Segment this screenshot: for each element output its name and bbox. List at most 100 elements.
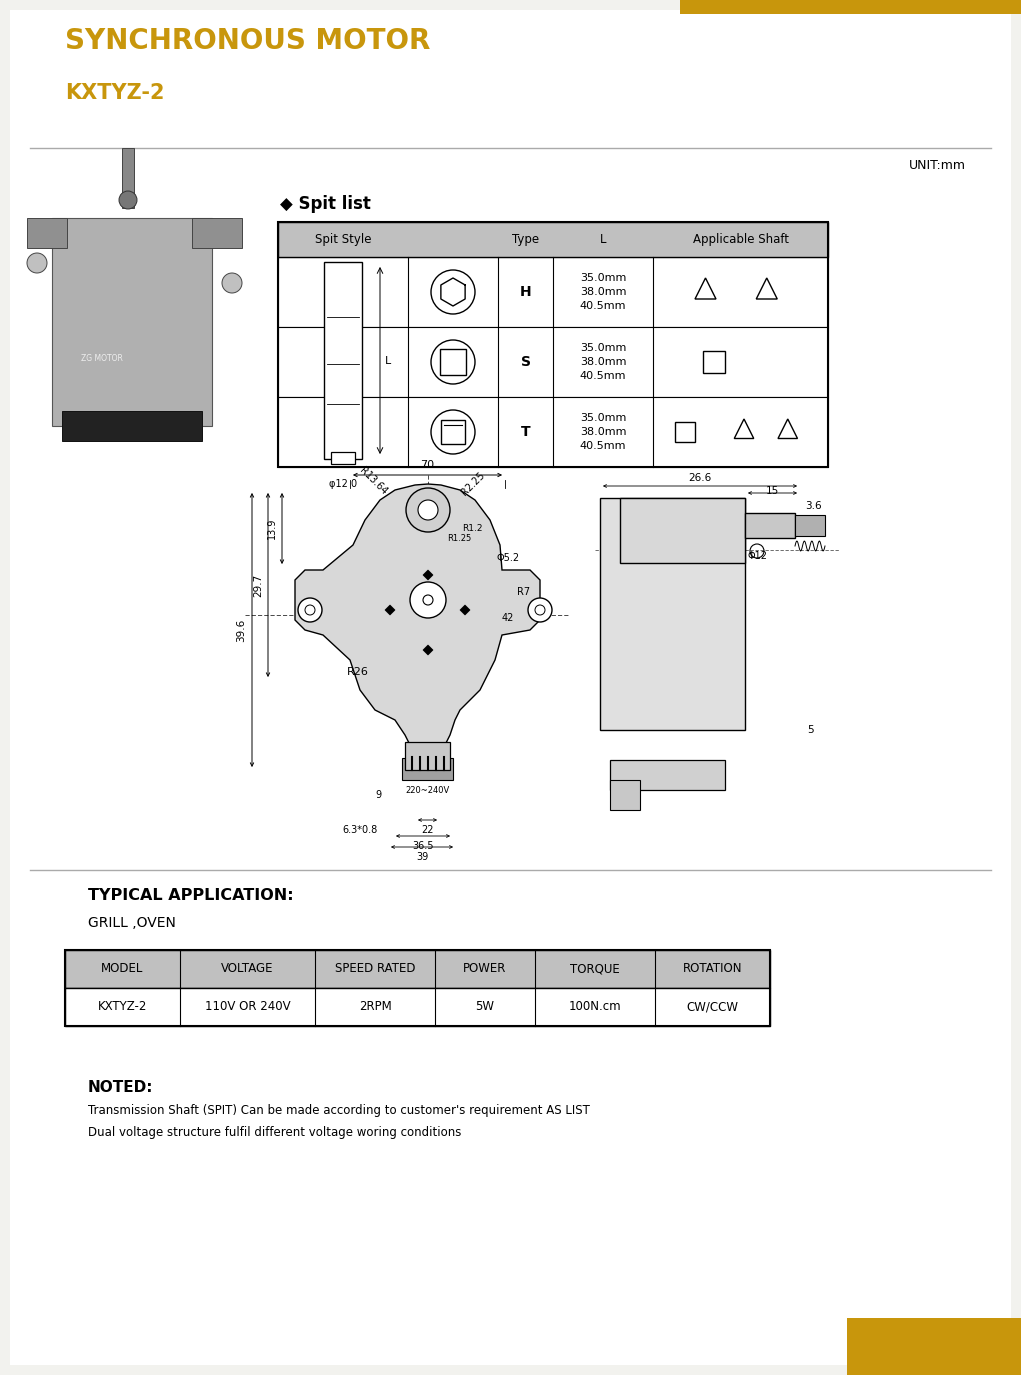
Text: UNIT:mm: UNIT:mm: [909, 160, 966, 172]
Text: Φ5.2: Φ5.2: [496, 553, 520, 562]
Text: 2RPM: 2RPM: [358, 1001, 391, 1013]
Text: MODEL: MODEL: [101, 962, 144, 975]
Text: Type: Type: [512, 232, 539, 246]
Text: 36.5: 36.5: [412, 842, 434, 851]
Text: Applicable Shaft: Applicable Shaft: [692, 232, 788, 246]
Text: KXTYZ-2: KXTYZ-2: [65, 82, 164, 103]
Circle shape: [27, 253, 47, 274]
Text: R1.2: R1.2: [461, 524, 483, 532]
Text: R1.25: R1.25: [447, 534, 472, 543]
Polygon shape: [385, 605, 395, 615]
Bar: [65, 950, 770, 1026]
Bar: [703, 351, 725, 373]
Text: 39.6: 39.6: [236, 619, 246, 642]
Text: L: L: [385, 356, 391, 366]
Circle shape: [406, 488, 450, 532]
Bar: [62, 411, 202, 441]
Bar: [620, 498, 745, 562]
Text: TORQUE: TORQUE: [570, 962, 620, 975]
Polygon shape: [460, 605, 470, 615]
Bar: [402, 758, 453, 780]
Polygon shape: [423, 645, 433, 654]
Text: R13.64: R13.64: [357, 466, 389, 496]
Bar: [610, 760, 725, 791]
Text: Spit Style: Spit Style: [314, 232, 372, 246]
Text: φ12 0: φ12 0: [329, 478, 357, 489]
Text: L: L: [599, 232, 606, 246]
Bar: [278, 397, 828, 468]
Bar: [324, 263, 362, 459]
Text: VOLTAGE: VOLTAGE: [222, 962, 274, 975]
Circle shape: [298, 598, 322, 622]
Bar: [610, 780, 640, 810]
Text: 22: 22: [421, 825, 433, 835]
Text: 6.3*0.8: 6.3*0.8: [342, 825, 378, 835]
Text: SYNCHRONOUS MOTOR: SYNCHRONOUS MOTOR: [65, 28, 431, 55]
Text: S: S: [521, 355, 531, 368]
Text: SPECIFICATION: SPECIFICATION: [110, 950, 262, 968]
Text: 5W: 5W: [476, 1001, 494, 1013]
Bar: [27, 219, 67, 248]
Text: ◆ Spit list: ◆ Spit list: [280, 195, 371, 213]
Text: 220~240V: 220~240V: [406, 785, 450, 795]
Bar: [745, 513, 795, 538]
Bar: [278, 257, 828, 327]
Bar: [440, 349, 466, 374]
Text: 42: 42: [501, 613, 515, 623]
Circle shape: [119, 191, 137, 209]
Text: 35.0mm
38.0mm
40.5mm: 35.0mm 38.0mm 40.5mm: [580, 412, 626, 451]
Circle shape: [222, 274, 242, 293]
Text: 39: 39: [416, 852, 428, 862]
Polygon shape: [295, 484, 540, 760]
Text: H: H: [520, 285, 531, 298]
Text: R7: R7: [518, 587, 531, 597]
Text: R2.25: R2.25: [459, 470, 487, 496]
Bar: [65, 989, 770, 1026]
Text: ROTATION: ROTATION: [683, 962, 742, 975]
Circle shape: [410, 582, 446, 617]
Circle shape: [535, 605, 545, 615]
Bar: [680, 0, 1021, 14]
Bar: [65, 950, 770, 989]
Text: SPEED RATED: SPEED RATED: [335, 962, 416, 975]
Text: T: T: [521, 425, 530, 439]
Text: 70: 70: [420, 461, 434, 470]
Bar: [675, 422, 694, 441]
Polygon shape: [423, 571, 433, 580]
Text: 110V OR 240V: 110V OR 240V: [204, 1001, 290, 1013]
Text: Dual voltage structure fulfil different voltage woring conditions: Dual voltage structure fulfil different …: [88, 1126, 461, 1138]
Text: R26: R26: [347, 667, 369, 676]
Text: GRILL ,OVEN: GRILL ,OVEN: [88, 916, 176, 930]
Text: KXTYZ-2: KXTYZ-2: [98, 1001, 147, 1013]
Bar: [278, 221, 828, 468]
Text: Φ12: Φ12: [747, 551, 767, 561]
Text: 35.0mm
38.0mm
40.5mm: 35.0mm 38.0mm 40.5mm: [580, 274, 626, 311]
Bar: [441, 421, 465, 444]
Text: POWER: POWER: [464, 962, 506, 975]
Bar: [847, 1319, 1021, 1375]
Text: NOTED:: NOTED:: [88, 1079, 153, 1094]
Text: TYPICAL APPLICATION:: TYPICAL APPLICATION:: [88, 888, 294, 903]
Text: 13: 13: [619, 800, 632, 810]
Text: 15: 15: [766, 485, 779, 496]
Text: 26.6: 26.6: [688, 473, 712, 483]
Bar: [405, 742, 450, 770]
Bar: [278, 221, 828, 257]
Text: 5: 5: [807, 725, 814, 736]
Text: 35.0mm
38.0mm
40.5mm: 35.0mm 38.0mm 40.5mm: [580, 342, 626, 381]
Bar: [192, 219, 242, 248]
Circle shape: [423, 595, 433, 605]
Text: 13.9: 13.9: [268, 517, 277, 539]
Bar: [331, 452, 355, 463]
Circle shape: [418, 500, 438, 520]
Bar: [30, 465, 991, 855]
Text: 100N.cm: 100N.cm: [569, 1001, 622, 1013]
Text: ZG MOTOR: ZG MOTOR: [81, 353, 123, 363]
Text: 3.6: 3.6: [805, 500, 822, 512]
Text: 9: 9: [375, 791, 381, 800]
Circle shape: [528, 598, 552, 622]
Bar: [600, 498, 745, 730]
Text: Transmission Shaft (SPIT) Can be made according to customer's requirement AS LIS: Transmission Shaft (SPIT) Can be made ac…: [88, 1104, 590, 1116]
Bar: [278, 327, 828, 397]
Bar: [795, 516, 825, 536]
